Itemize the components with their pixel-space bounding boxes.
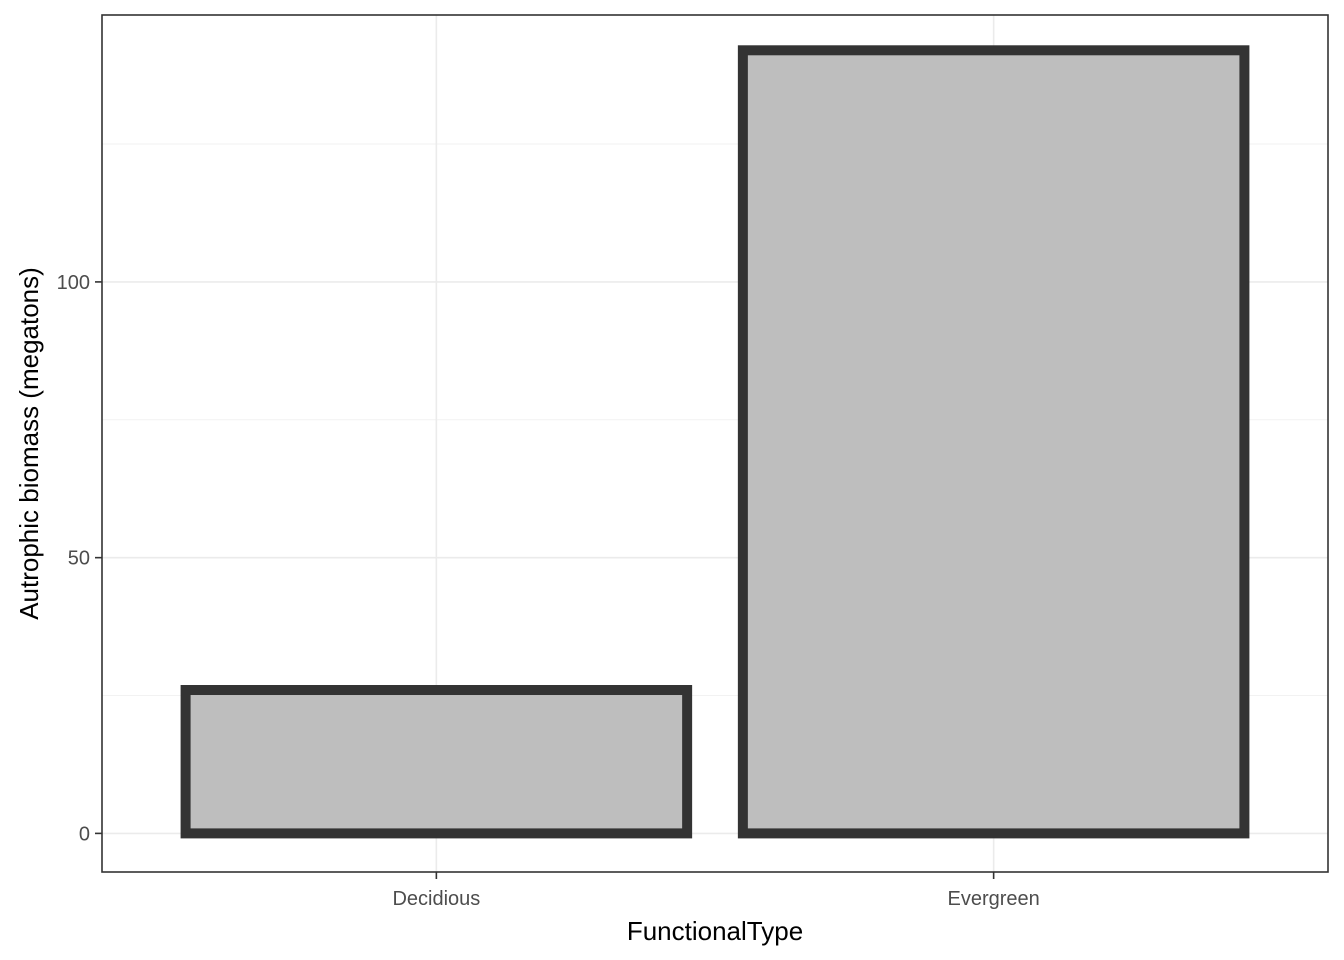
x-axis-title: FunctionalType	[627, 916, 803, 946]
y-tick-label: 100	[57, 272, 90, 294]
panel-border	[101, 14, 1329, 873]
y-tick-label: 0	[79, 823, 90, 845]
bar-decidious	[180, 685, 693, 839]
x-tick-label: Evergreen	[947, 888, 1039, 910]
bar-evergreen	[737, 45, 1250, 839]
y-axis-title: Autrophic biomass (megatons)	[14, 267, 44, 620]
bars	[180, 45, 1250, 839]
y-tick-label: 50	[68, 548, 90, 570]
x-tick-label: Decidious	[392, 888, 480, 910]
y-axis: 0 50 100	[57, 272, 102, 845]
x-axis: Decidious Evergreen	[392, 872, 1040, 910]
